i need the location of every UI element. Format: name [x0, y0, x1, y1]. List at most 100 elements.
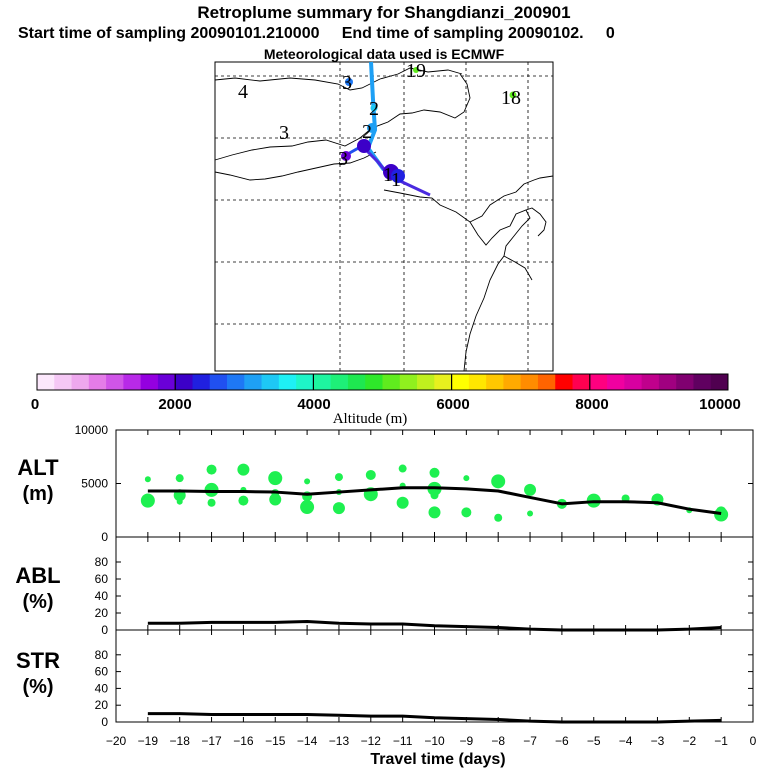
colorbar-segment — [175, 374, 193, 390]
colorbar-segment — [503, 374, 522, 390]
colorbar-segment — [209, 374, 228, 390]
trajectory-point — [357, 139, 371, 153]
colorbar-segment — [347, 374, 366, 390]
colorbar-segment — [278, 374, 297, 390]
colorbar-tick: 2000 — [158, 396, 191, 413]
colorbar-segment — [589, 374, 608, 390]
colorbar-segment — [451, 374, 470, 390]
map-label: 19 — [406, 60, 426, 82]
map-day-labels: 4 3 3 2 2 3 1 1 19 18 — [238, 60, 521, 191]
alt-unit: (m) — [22, 483, 53, 505]
scatter-point — [461, 507, 472, 518]
met-data-line: Meteorological data used is ECMWF — [263, 46, 505, 62]
colorbar-segment — [296, 374, 314, 390]
x-tick-label: −17 — [201, 734, 222, 748]
scatter-point — [268, 471, 283, 486]
scatter-point — [237, 463, 250, 476]
colorbar-segment — [607, 374, 625, 390]
y-tick-label: 20 — [95, 606, 109, 620]
x-tick-label: 0 — [750, 734, 757, 748]
scatter-point — [527, 510, 534, 517]
colorbar-tick: 0 — [31, 396, 39, 413]
map-label: 18 — [501, 87, 521, 109]
colorbar-segment — [693, 374, 712, 390]
y-tick-label: 40 — [95, 589, 109, 603]
x-tick-label: −12 — [361, 734, 382, 748]
scatter-point — [140, 493, 155, 508]
panel-frame — [115, 536, 754, 631]
x-tick-label: −14 — [297, 734, 318, 748]
colorbar-segment — [399, 374, 418, 390]
scatter-point — [429, 467, 440, 478]
trajectory-point — [413, 67, 419, 73]
colorbar-segment — [382, 374, 401, 390]
colorbar-segment — [365, 374, 383, 390]
scatter-point — [206, 464, 217, 475]
x-tick-label: −8 — [491, 734, 505, 748]
y-tick-label: 10000 — [75, 423, 109, 437]
colorbar-segment — [330, 374, 349, 390]
colorbar-segment — [313, 374, 332, 390]
colorbar-tick: 4000 — [297, 396, 330, 413]
x-tick-label: −18 — [170, 734, 191, 748]
panel-frame — [115, 629, 754, 723]
sampling-times: Start time of sampling 20090101.210000 E… — [18, 25, 615, 42]
colorbar-segment — [192, 374, 211, 390]
colorbar-segment — [520, 374, 539, 390]
scatter-point — [463, 475, 470, 482]
scatter-point — [494, 513, 503, 522]
str-unit: (%) — [22, 676, 53, 698]
map-gridlines — [215, 62, 553, 371]
y-tick-label: 60 — [95, 665, 109, 679]
x-tick-label: −15 — [265, 734, 286, 748]
scatter-point — [398, 464, 407, 473]
scatter-point — [175, 474, 184, 483]
series-line — [147, 712, 722, 724]
colorbar-segment — [157, 374, 176, 390]
y-tick-label: 0 — [101, 623, 108, 637]
colorbar-segment — [537, 374, 556, 390]
panel-labels: ALT (m) ABL (%) STR (%) — [15, 455, 60, 698]
y-tick-label: 0 — [101, 715, 108, 729]
y-tick-label: 80 — [95, 648, 109, 662]
trajectory-point — [341, 151, 351, 161]
colorbar-segment — [88, 374, 107, 390]
x-axis-label: Travel time (days) — [370, 751, 505, 768]
scatter-point — [365, 469, 376, 480]
colorbar-segment — [106, 374, 124, 390]
colorbar-segment — [227, 374, 245, 390]
colorbar-tick: 8000 — [575, 396, 608, 413]
trajectory-point — [509, 91, 517, 99]
scatter-point — [304, 478, 311, 485]
x-tick-label: −1 — [714, 734, 728, 748]
colorbar-segment — [123, 374, 142, 390]
chart-title: Retroplume summary for Shangdianzi_20090… — [197, 3, 571, 22]
colorbar-label: Altitude (m) — [333, 411, 408, 427]
colorbar-tick: 10000 — [699, 396, 741, 413]
alt-label: ALT — [17, 455, 59, 480]
series-line — [147, 486, 722, 515]
x-tick-label: −16 — [233, 734, 254, 748]
scatter-point — [204, 482, 219, 497]
colorbar-segment — [555, 374, 573, 390]
colorbar-segment — [658, 374, 677, 390]
scatter-point — [332, 502, 345, 515]
str-label: STR — [16, 648, 60, 673]
map-borders — [214, 67, 554, 372]
trajectory-point — [345, 78, 353, 86]
scatter-point — [491, 474, 506, 489]
scatter-point — [144, 476, 151, 483]
map-label: 2 — [362, 121, 372, 143]
y-tick-label: 20 — [95, 698, 109, 712]
colorbar-ticks: 0 2000 4000 6000 8000 10000 — [31, 396, 741, 413]
y-tick-label: 5000 — [81, 477, 108, 491]
trajectory-point — [391, 169, 405, 183]
x-tick-label: −9 — [460, 734, 474, 748]
colorbar-segment — [641, 374, 660, 390]
x-tick-label: −13 — [329, 734, 350, 748]
y-tick-label: 60 — [95, 572, 109, 586]
trajectories — [341, 61, 517, 197]
scatter-point — [238, 495, 249, 506]
colorbar-segment — [434, 374, 452, 390]
